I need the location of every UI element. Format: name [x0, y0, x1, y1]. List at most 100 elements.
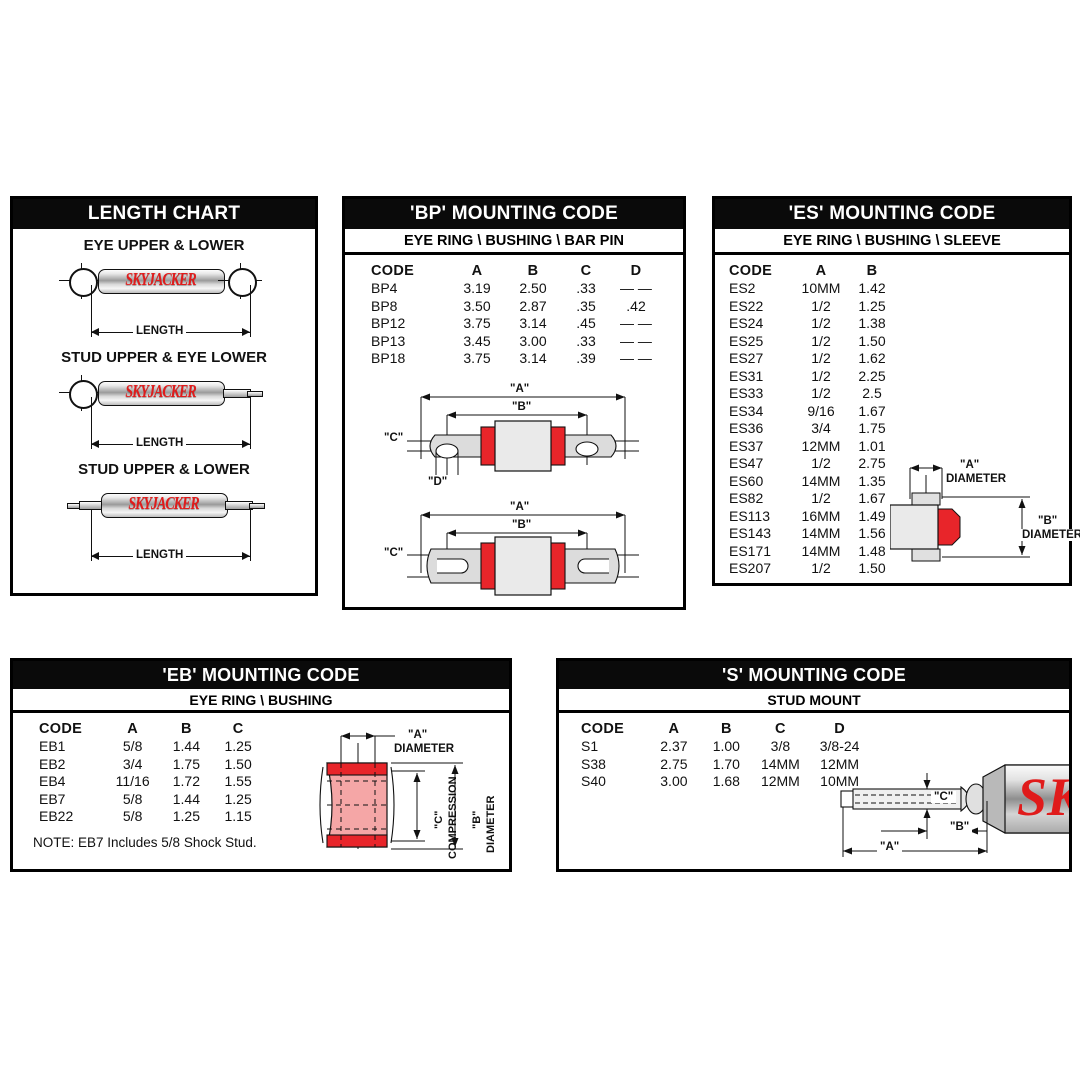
- bp-body: CODE A B C D BP4 3.19 2.50 .33 — — BP8 3: [345, 255, 683, 607]
- cell-a: 3/4: [811, 420, 831, 436]
- table-row: BP8 3.50 2.87 .35 .42: [371, 298, 661, 316]
- bp-diagram-barpin-bottom: [407, 511, 639, 596]
- cell-code: EB1: [39, 738, 66, 754]
- cell-b: 1.68: [712, 773, 740, 789]
- table-row: ES37 12MM 1.01: [729, 438, 897, 456]
- cell-a: 3.75: [463, 315, 491, 331]
- eb-title: 'EB' MOUNTING CODE: [13, 661, 509, 689]
- arrow-right-2: [242, 440, 250, 448]
- table-header-row: CODE A B C D: [371, 263, 661, 280]
- bp-dim-label-c-top: "C": [381, 432, 407, 444]
- s-subtitle: STUD MOUNT: [559, 689, 1069, 713]
- cell-code: ES33: [729, 385, 764, 401]
- col-header-b: B: [527, 263, 539, 279]
- bp-dim-label-c-bottom: "C": [381, 547, 407, 559]
- panel-bp-mounting-code: 'BP' MOUNTING CODE EYE RING \ BUSHING \ …: [342, 196, 686, 610]
- eye-ring-left: [69, 268, 98, 297]
- panel-length-chart: LENGTH CHART EYE UPPER & LOWER SKYJACKER…: [10, 196, 318, 596]
- shock-diagram-eye-upper-lower: SKYJACKER: [13, 257, 315, 305]
- cell-b: 1.48: [858, 542, 886, 559]
- es-dim-label-a: "A": [957, 459, 983, 471]
- cell-a: 2.37: [660, 738, 688, 754]
- cell-c: .35: [576, 297, 596, 314]
- eb-body: CODE A B C EB1 5/8 1.44 1.25 EB2 3/4 1.75 1.50…: [13, 713, 509, 869]
- s-dim-label-b: "B": [947, 821, 973, 833]
- table-row: ES33 1/2 2.5: [729, 385, 897, 403]
- s-body: CODE A B C D S1 2.37 1.00 3/8 3/8-24 S38 2.75…: [559, 713, 1069, 869]
- col-header-a: A: [815, 263, 827, 279]
- bp-title: 'BP' MOUNTING CODE: [345, 199, 683, 229]
- shock-diagram-stud-upper-eye-lower: SKYJACKER: [13, 369, 315, 417]
- variant-label-stud-upper-eye-lower: STUD UPPER & EYE LOWER: [61, 349, 267, 366]
- cell-b: 1.67: [858, 402, 886, 419]
- cell-a: 1/2: [811, 297, 831, 314]
- cell-a: 16MM: [801, 507, 841, 524]
- cell-a: 14MM: [801, 542, 841, 559]
- cell-code: EB7: [39, 790, 66, 807]
- cell-code: BP12: [371, 315, 406, 331]
- ext-line-left-1: [91, 285, 92, 337]
- eb-subtitle: EYE RING \ BUSHING: [13, 689, 509, 713]
- col-header-c: C: [232, 721, 244, 737]
- bp-table: CODE A B C D BP4 3.19 2.50 .33 — — BP8 3: [371, 263, 661, 368]
- es-dim-label-b: "B": [1035, 515, 1061, 527]
- eb-dim-label-a: "A": [405, 729, 431, 741]
- cell-a: 5/8: [122, 790, 143, 807]
- cell-code: ES60: [729, 472, 764, 489]
- cell-a: 3/4: [122, 755, 143, 772]
- brand-logo: SKYJACKER: [125, 271, 196, 290]
- cell-b: 1.62: [858, 350, 886, 366]
- cell-b: 1.01: [858, 437, 886, 454]
- es-subtitle: EYE RING \ BUSHING \ SLEEVE: [715, 229, 1069, 255]
- cell-b: 2.25: [858, 367, 886, 384]
- cell-b: 1.25: [858, 297, 886, 314]
- cell-code: ES27: [729, 350, 764, 366]
- bp-dim-label-d-top: "D": [425, 476, 451, 488]
- cell-code: BP8: [371, 297, 398, 314]
- cell-c: 14MM: [760, 755, 800, 772]
- brand-logo: SKYJACKER: [128, 495, 199, 514]
- cell-code: BP18: [371, 350, 406, 366]
- cell-b: 1.75: [858, 420, 886, 436]
- cell-code: EB22: [39, 808, 74, 824]
- eb-dim-sublabel-a: DIAMETER: [391, 743, 458, 755]
- s-dim-label-a: "A": [877, 841, 903, 853]
- table-row: EB4 11/16 1.72 1.55: [39, 773, 264, 791]
- es-dim-sublabel-a: DIAMETER: [943, 473, 1010, 485]
- cell-code: ES34: [729, 402, 764, 419]
- table-row: EB2 3/4 1.75 1.50: [39, 756, 264, 774]
- arrow-right-1: [242, 328, 250, 336]
- cell-code: ES22: [729, 297, 764, 314]
- cell-c: 3/8: [770, 738, 791, 754]
- variant-label-eye-upper-lower: EYE UPPER & LOWER: [83, 237, 245, 254]
- table-row: ES207 1/2 1.50: [729, 560, 897, 578]
- eb-dim-label-b: "B": [471, 810, 483, 829]
- cell-a: 14MM: [801, 525, 841, 541]
- cell-b: 1.56: [858, 525, 886, 541]
- cell-b: 1.75: [172, 755, 200, 772]
- s-table: CODE A B C D S1 2.37 1.00 3/8 3/8-24 S38 2.75…: [581, 721, 871, 791]
- arrow-right-3: [242, 552, 250, 560]
- cell-b: 1.44: [172, 790, 200, 807]
- table-row: BP18 3.75 3.14 .39 — —: [371, 350, 661, 368]
- eb-dim-label-c: "C": [433, 810, 445, 829]
- table-row: ES25 1/2 1.50: [729, 333, 897, 351]
- dim-label-length-1: LENGTH: [133, 325, 187, 337]
- cell-a: 3.19: [463, 280, 491, 296]
- cell-b: 1.25: [172, 808, 200, 824]
- es-title: 'ES' MOUNTING CODE: [715, 199, 1069, 229]
- cell-code: BP13: [371, 332, 406, 349]
- cell-a: 1/2: [811, 332, 831, 349]
- eb-note: NOTE: EB7 Includes 5/8 Shock Stud.: [33, 835, 257, 850]
- cell-a: 5/8: [122, 808, 143, 824]
- col-header-b: B: [180, 721, 192, 737]
- cell-code: S38: [581, 755, 606, 772]
- col-header-a: A: [127, 721, 139, 737]
- cell-a: 14MM: [801, 472, 841, 489]
- cell-b: 3.14: [519, 350, 547, 366]
- bp-dim-label-b-top: "B": [509, 401, 535, 413]
- shock-diagram-stud-upper-lower: SKYJACKER: [13, 481, 315, 529]
- cell-code: ES171: [729, 542, 772, 559]
- s-diagram-stud-mount: SK: [840, 764, 1069, 857]
- cell-code: ES113: [729, 507, 770, 524]
